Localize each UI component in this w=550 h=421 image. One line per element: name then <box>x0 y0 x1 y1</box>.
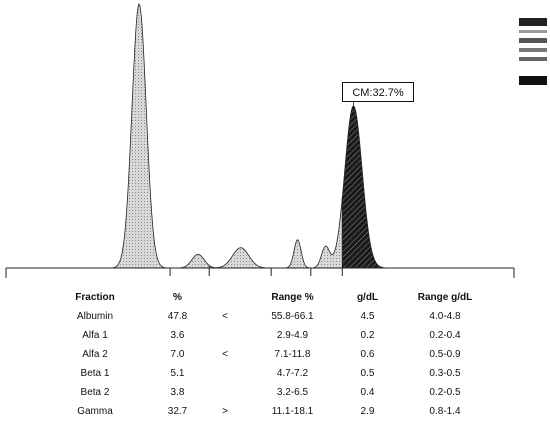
range-flag: < <box>222 349 228 360</box>
fraction-gdl: 2.9 <box>360 406 375 417</box>
table-row: Beta 1 5.1 4.7-7.2 0.5 0.3-0.5 <box>40 364 495 383</box>
fraction-range-percent: 7.1-11.8 <box>274 349 311 360</box>
fraction-range-percent: 2.9-4.9 <box>276 330 309 341</box>
fraction-table: Fraction % Range % g/dL Range g/dL Album… <box>40 287 495 421</box>
table-row: Beta 2 3.8 3.2-6.5 0.4 0.2-0.5 <box>40 383 495 402</box>
table-row: Albumin 47.8 < 55.8-66.1 4.5 4.0-4.8 <box>40 307 495 326</box>
fraction-range-gdl: 0.3-0.5 <box>429 368 461 379</box>
fraction-range-gdl: 0.8-1.4 <box>429 406 461 417</box>
fraction-range-percent: 11.1-18.1 <box>271 406 314 417</box>
electrophoresis-densitogram <box>5 3 515 278</box>
fraction-name: Beta 1 <box>80 368 110 379</box>
fraction-range-gdl: 4.0-4.8 <box>429 311 461 322</box>
fraction-gdl: 0.2 <box>360 330 375 341</box>
range-flag <box>205 364 245 383</box>
fraction-percent: 7.0 <box>170 349 185 360</box>
gel-band-gamma <box>519 76 547 85</box>
range-flag: < <box>222 311 228 322</box>
header-fraction: Fraction <box>75 291 115 303</box>
fraction-percent: 3.6 <box>170 330 185 341</box>
fraction-percent: 3.8 <box>170 387 185 398</box>
gel-band-beta-1 <box>519 48 547 52</box>
gel-band-albumin <box>519 18 547 26</box>
gel-band-alfa-2 <box>519 38 547 43</box>
gel-band-beta-2 <box>519 57 547 61</box>
fraction-gdl: 4.5 <box>360 311 375 322</box>
fraction-range-gdl: 0.2-0.5 <box>429 387 461 398</box>
header-range-percent: Range % <box>271 291 314 303</box>
fraction-percent: 47.8 <box>167 311 188 322</box>
header-gdl: g/dL <box>356 291 379 303</box>
densitogram-curve <box>6 3 514 269</box>
table-row: Alfa 1 3.6 2.9-4.9 0.2 0.2-0.4 <box>40 326 495 345</box>
table-header-row: Fraction % Range % g/dL Range g/dL <box>40 287 495 307</box>
table-row: Gamma 32.7 > 11.1-18.1 2.9 0.8-1.4 <box>40 402 495 421</box>
fraction-name: Beta 2 <box>80 387 110 398</box>
gel-band-alfa-1 <box>519 30 547 33</box>
fraction-name: Alfa 2 <box>82 349 108 360</box>
header-percent: % <box>173 291 182 303</box>
gel-strip-icon <box>519 2 547 98</box>
header-flag <box>205 287 245 307</box>
range-flag <box>205 326 245 345</box>
fraction-gdl: 0.5 <box>360 368 375 379</box>
fraction-range-percent: 55.8-66.1 <box>271 311 314 322</box>
fraction-name: Alfa 1 <box>82 330 108 341</box>
fraction-range-percent: 3.2-6.5 <box>276 387 309 398</box>
gamma-area <box>342 106 514 268</box>
fraction-range-gdl: 0.5-0.9 <box>429 349 461 360</box>
range-flag <box>205 383 245 402</box>
fraction-range-percent: 4.7-7.2 <box>276 368 309 379</box>
range-flag: > <box>222 406 228 417</box>
fraction-percent: 32.7 <box>167 406 188 417</box>
fraction-name: Gamma <box>77 406 113 417</box>
fraction-name: Albumin <box>76 311 114 322</box>
cm-annotation-label: CM:32.7% <box>342 82 414 102</box>
fraction-gdl: 0.6 <box>360 349 375 360</box>
table-row: Alfa 2 7.0 < 7.1-11.8 0.6 0.5-0.9 <box>40 345 495 364</box>
fraction-percent: 5.1 <box>170 368 185 379</box>
header-range-gdl: Range g/dL <box>417 291 473 303</box>
densitogram-area <box>6 4 514 268</box>
fraction-gdl: 0.4 <box>360 387 375 398</box>
fraction-range-gdl: 0.2-0.4 <box>429 330 461 341</box>
